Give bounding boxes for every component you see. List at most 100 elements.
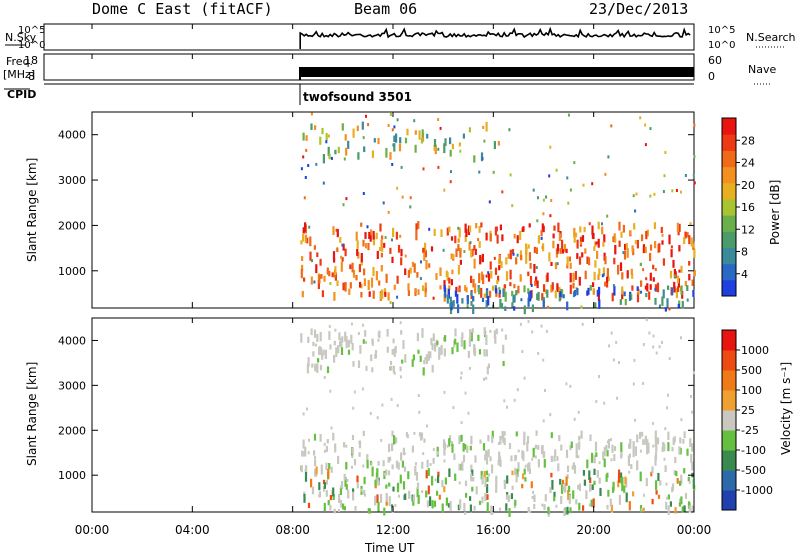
power-colorbar: 4 8 12 16 20 24 28 Power [dB] — [721, 117, 782, 297]
heatmap-cell — [371, 339, 374, 346]
heatmap-cell — [322, 486, 326, 492]
colorbar-tick-label: 1000 — [741, 344, 769, 357]
heatmap-cell — [351, 455, 354, 458]
heatmap-cell — [660, 226, 663, 234]
heatmap-cell — [529, 510, 531, 514]
freq-label-bottom: [MHz] — [3, 68, 35, 81]
heatmap-cell — [536, 293, 539, 300]
heatmap-cell — [351, 434, 355, 440]
heatmap-cell — [475, 223, 478, 229]
heatmap-cell — [543, 504, 546, 510]
heatmap-cell — [387, 470, 391, 476]
heatmap-cell — [430, 337, 433, 346]
heatmap-cell — [376, 416, 379, 420]
heatmap-cell — [529, 298, 532, 302]
heatmap-cell — [334, 266, 337, 276]
heatmap-cell — [601, 226, 604, 235]
heatmap-cell — [355, 275, 358, 281]
heatmap-cell — [419, 277, 422, 280]
heatmap-cell — [693, 123, 696, 127]
heatmap-cell — [314, 468, 317, 477]
heatmap-cell — [304, 176, 307, 179]
heatmap-cell — [464, 235, 467, 242]
heatmap-cell — [461, 298, 464, 304]
heatmap-cell — [486, 494, 489, 500]
heatmap-cell — [674, 507, 677, 514]
heatmap-cell — [483, 139, 486, 143]
heatmap-cell — [305, 148, 308, 152]
heatmap-cell — [611, 292, 614, 302]
heatmap-cell — [534, 455, 537, 459]
heatmap-cell — [537, 445, 540, 450]
heatmap-cell — [577, 485, 580, 490]
heatmap-cell — [570, 441, 573, 449]
heatmap-cell — [536, 280, 539, 289]
heatmap-cell — [540, 324, 543, 328]
heatmap-cell — [632, 441, 635, 450]
heatmap-cell — [592, 282, 595, 288]
heatmap-cell — [598, 477, 601, 484]
heatmap-cell — [683, 237, 686, 244]
heatmap-cell — [459, 259, 462, 265]
heatmap-cell — [301, 290, 304, 298]
heatmap-cell — [391, 256, 394, 263]
heatmap-cell — [472, 295, 475, 302]
heatmap-cell — [686, 232, 689, 238]
heatmap-cell — [496, 280, 499, 285]
heatmap-cell — [527, 320, 530, 323]
heatmap-cell — [497, 459, 500, 466]
heatmap-cell — [652, 264, 655, 270]
heatmap-cell — [547, 506, 550, 515]
heatmap-cell — [569, 272, 572, 283]
heatmap-cell — [563, 244, 566, 253]
heatmap-cell — [589, 285, 592, 291]
heatmap-cell — [439, 267, 442, 276]
heatmap-cell — [665, 501, 668, 510]
heatmap-cell — [629, 230, 632, 236]
heatmap-cell — [431, 364, 434, 373]
heatmap-cell — [320, 347, 323, 355]
heatmap-cell — [656, 282, 660, 293]
heatmap-cell — [485, 470, 489, 476]
heatmap-cell — [618, 240, 621, 247]
heatmap-cell — [625, 492, 628, 503]
heatmap-cell — [303, 493, 306, 503]
heatmap-cell — [450, 236, 454, 241]
heatmap-cell — [348, 288, 351, 295]
heatmap-cell — [523, 285, 526, 293]
heatmap-cell — [378, 280, 381, 286]
time-axis-label: Time UT — [364, 541, 415, 554]
heatmap-cell — [389, 456, 392, 462]
heatmap-cell — [427, 485, 430, 495]
heatmap-cell — [314, 456, 316, 460]
heatmap-cell — [632, 194, 635, 198]
heatmap-cell — [574, 232, 578, 238]
heatmap-cell — [478, 226, 481, 233]
heatmap-cell — [527, 463, 530, 472]
heatmap-cell — [440, 344, 443, 355]
heatmap-cell — [593, 246, 596, 251]
heatmap-cell — [459, 499, 462, 510]
heatmap-cell — [356, 482, 359, 489]
heatmap-cell — [404, 254, 407, 258]
heatmap-cell — [383, 472, 386, 476]
heatmap-cell — [313, 450, 316, 456]
heatmap-cell — [557, 463, 560, 472]
heatmap-cell — [371, 284, 373, 288]
heatmap-cell — [469, 504, 472, 513]
heatmap-cell — [658, 345, 661, 349]
heatmap-cell — [621, 272, 624, 280]
heatmap-cell — [320, 464, 323, 475]
heatmap-cell — [325, 140, 328, 144]
heatmap-cell — [494, 335, 497, 344]
heatmap-cell — [586, 256, 589, 264]
heatmap-cell — [309, 236, 312, 247]
heatmap-cell — [401, 460, 404, 468]
heatmap-cell — [517, 462, 520, 472]
heatmap-cell — [561, 249, 564, 254]
heatmap-cell — [391, 349, 394, 355]
heatmap-cell — [323, 275, 326, 282]
heatmap-cell — [504, 334, 507, 340]
heatmap-cell — [300, 268, 303, 279]
heatmap-cell — [523, 376, 526, 380]
